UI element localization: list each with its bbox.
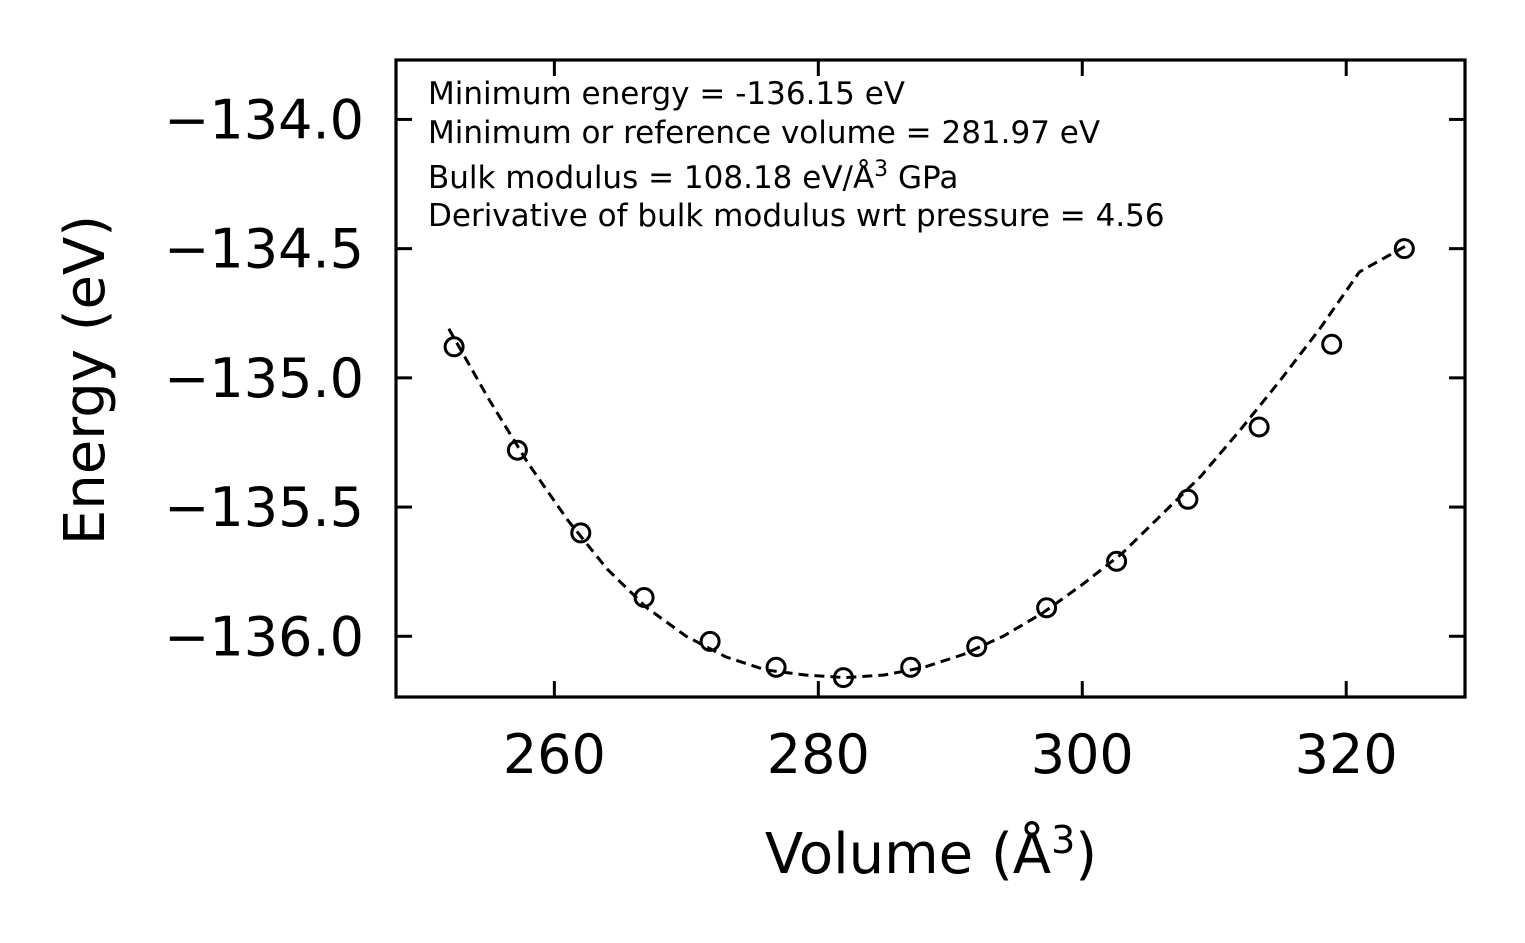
x-tick-label: 280: [767, 723, 870, 786]
y-tick-label: −135.0: [164, 347, 364, 410]
x-axis-title-text: Volume (Å: [765, 821, 1051, 887]
data-point: [1106, 550, 1128, 572]
y-tick-label: −134.0: [164, 88, 364, 151]
x-tick-label: 260: [503, 723, 606, 786]
data-point: [1177, 488, 1199, 510]
annotation-bulk-modulus-unit: GPa: [888, 160, 958, 196]
data-points-layer: [443, 238, 1415, 689]
fit-curve-layer: [447, 244, 1407, 680]
x-axis-title-sup: 3: [1051, 818, 1075, 862]
x-tick-label: 320: [1295, 723, 1398, 786]
fit-curve: [447, 244, 1407, 680]
y-axis-title: Energy (eV): [53, 215, 118, 545]
data-point: [832, 667, 854, 689]
annotation-minimum-energy: Minimum energy = -136.15 eV: [428, 76, 905, 112]
annotation-bulk-modulus: Bulk modulus = 108.18 eV/Å3 GPa: [428, 157, 958, 196]
annotation-block: Minimum energy = -136.15 eV Minimum or r…: [428, 76, 1165, 234]
data-point: [1248, 416, 1270, 438]
annotation-bulk-modulus-sup: 3: [874, 157, 888, 182]
x-axis-title-close: ): [1075, 822, 1097, 887]
data-point: [633, 587, 655, 608]
x-axis-title: Volume (Å3): [765, 818, 1097, 887]
x-ticks-layer: 260 280 300 320: [503, 60, 1398, 786]
annotation-bulk-modulus-derivative: Derivative of bulk modulus wrt pressure …: [428, 198, 1165, 234]
data-point: [765, 656, 787, 678]
y-tick-label: −136.0: [164, 605, 364, 668]
y-tick-label: −134.5: [164, 218, 364, 281]
data-point: [699, 630, 721, 652]
data-point: [1036, 597, 1058, 619]
data-point: [900, 656, 922, 678]
data-point: [506, 439, 528, 461]
data-point: [1321, 333, 1343, 355]
annotation-bulk-modulus-text: Bulk modulus = 108.18 eV/Å: [428, 160, 874, 196]
data-point: [570, 522, 592, 544]
annotation-minimum-volume: Minimum or reference volume = 281.97 eV: [428, 115, 1100, 151]
plot-frame: [394, 58, 1467, 699]
y-ticks-layer: −134.0 −134.5 −135.0 −135.5 −136.0: [164, 88, 1465, 668]
data-point: [1393, 238, 1415, 260]
x-tick-label: 300: [1031, 723, 1134, 786]
data-point: [966, 636, 988, 658]
y-tick-label: −135.5: [164, 476, 364, 539]
data-point: [443, 336, 465, 358]
